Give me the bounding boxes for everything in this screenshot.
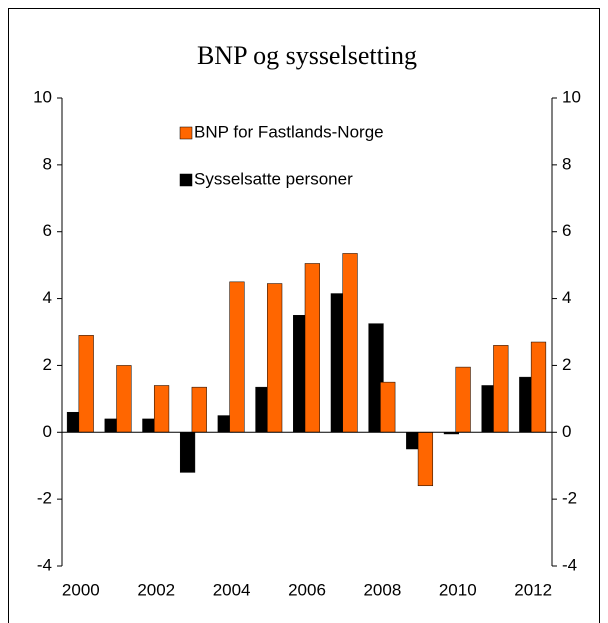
bar xyxy=(342,253,358,433)
x-tick-label: 2006 xyxy=(288,580,326,599)
x-tick-label: 2010 xyxy=(439,580,477,599)
frame xyxy=(8,8,600,623)
bar xyxy=(78,335,94,433)
y-tick-label: 10 xyxy=(33,87,52,106)
x-tick-label: 2004 xyxy=(213,580,251,599)
y-tick-label: 2 xyxy=(43,355,52,374)
y2-tick-label: 0 xyxy=(562,422,571,441)
y2-tick-label: -4 xyxy=(562,555,577,574)
bar xyxy=(179,432,196,473)
y-tick-label: 8 xyxy=(43,154,52,173)
y2-tick-label: 2 xyxy=(562,355,571,374)
bar xyxy=(455,366,471,433)
x-tick-label: 2002 xyxy=(137,580,175,599)
bar xyxy=(304,263,320,433)
bar xyxy=(417,432,434,487)
y-tick-label: 4 xyxy=(43,288,52,307)
bar xyxy=(116,365,132,433)
x-tick-label: 2008 xyxy=(363,580,401,599)
y-tick-label: 0 xyxy=(43,422,52,441)
bar xyxy=(191,386,207,433)
x-tick-label: 2000 xyxy=(62,580,100,599)
chart-title: BNP og sysselsetting xyxy=(197,41,417,70)
y-tick-label: -2 xyxy=(37,489,52,508)
bar xyxy=(380,381,396,433)
bar xyxy=(229,281,245,433)
y2-tick-label: 4 xyxy=(562,288,571,307)
y-tick-label: 6 xyxy=(43,221,52,240)
legend-label: BNP for Fastlands-Norge xyxy=(194,122,384,141)
bar xyxy=(530,341,547,433)
y2-tick-label: 10 xyxy=(562,87,581,106)
y2-tick-label: -2 xyxy=(562,489,577,508)
bar xyxy=(153,385,170,433)
legend-swatch xyxy=(179,126,193,140)
legend-label: Sysselsatte personer xyxy=(194,169,353,188)
bar xyxy=(493,345,509,433)
x-tick-label: 2012 xyxy=(514,580,552,599)
bar xyxy=(267,283,283,433)
y2-tick-label: 6 xyxy=(562,221,571,240)
legend-swatch xyxy=(179,173,193,187)
y2-tick-label: 8 xyxy=(562,154,571,173)
y-tick-label: -4 xyxy=(37,555,52,574)
